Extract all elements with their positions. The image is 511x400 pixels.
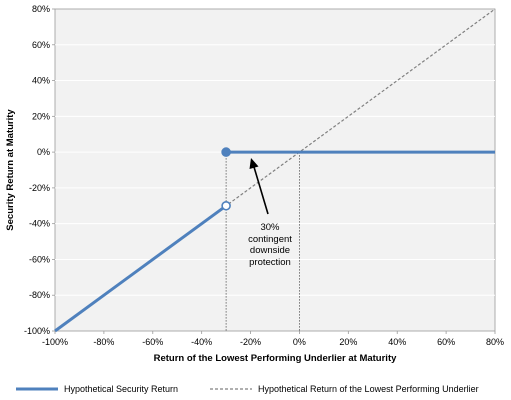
- x-tick-label: -40%: [191, 337, 212, 347]
- filled-marker: [221, 147, 231, 157]
- x-tick-label: 0%: [293, 337, 306, 347]
- x-tick-label: -60%: [142, 337, 163, 347]
- legend: Hypothetical Security Return Hypothetica…: [16, 384, 479, 394]
- x-tick-label: 80%: [486, 337, 504, 347]
- y-tick-label: -40%: [29, 219, 50, 229]
- x-tick-label: 20%: [339, 337, 357, 347]
- x-tick-label: -100%: [42, 337, 68, 347]
- y-tick-label: -100%: [24, 326, 50, 336]
- open-marker: [221, 200, 231, 211]
- y-tick-labels: -100% -80% -60% -40% -20% 0% 20% 40% 60% 80%: [24, 4, 55, 336]
- x-tick-label: 60%: [437, 337, 455, 347]
- y-tick-label: 80%: [32, 4, 50, 14]
- legend-label-underlier: Hypothetical Return of the Lowest Perfor…: [258, 384, 479, 394]
- y-tick-label: -20%: [29, 183, 50, 193]
- x-tick-label: -80%: [93, 337, 114, 347]
- x-tick-label: -20%: [240, 337, 261, 347]
- series-markers: [221, 147, 231, 211]
- annotation-line-4: protection: [249, 257, 291, 268]
- series-lines: [54, 8, 496, 333]
- y-tick-label: 20%: [32, 111, 50, 121]
- annotation-arrowhead: [249, 158, 259, 169]
- x-tick-label: 40%: [388, 337, 406, 347]
- annotation: 30% contingent downside protection: [248, 158, 292, 268]
- annotation-line-3: downside: [250, 245, 290, 256]
- x-axis-title: Return of the Lowest Performing Underlie…: [154, 353, 398, 364]
- y-axis-title: Security Return at Maturity: [5, 109, 16, 231]
- annotation-line-2: contingent: [248, 234, 292, 245]
- legend-label-security: Hypothetical Security Return: [64, 384, 178, 394]
- annotation-line-1: 30%: [260, 222, 280, 233]
- y-tick-label: -80%: [29, 290, 50, 300]
- y-tick-label: 60%: [32, 40, 50, 50]
- annotation-arrow: [253, 166, 269, 215]
- y-tick-label: -60%: [29, 254, 50, 264]
- security-return-line: [54, 204, 227, 333]
- x-tick-labels: -100% -80% -60% -40% -20% 0% 20% 40% 60% 80%: [42, 331, 504, 347]
- y-tick-label: 0%: [37, 147, 50, 157]
- y-tick-label: 40%: [32, 76, 50, 86]
